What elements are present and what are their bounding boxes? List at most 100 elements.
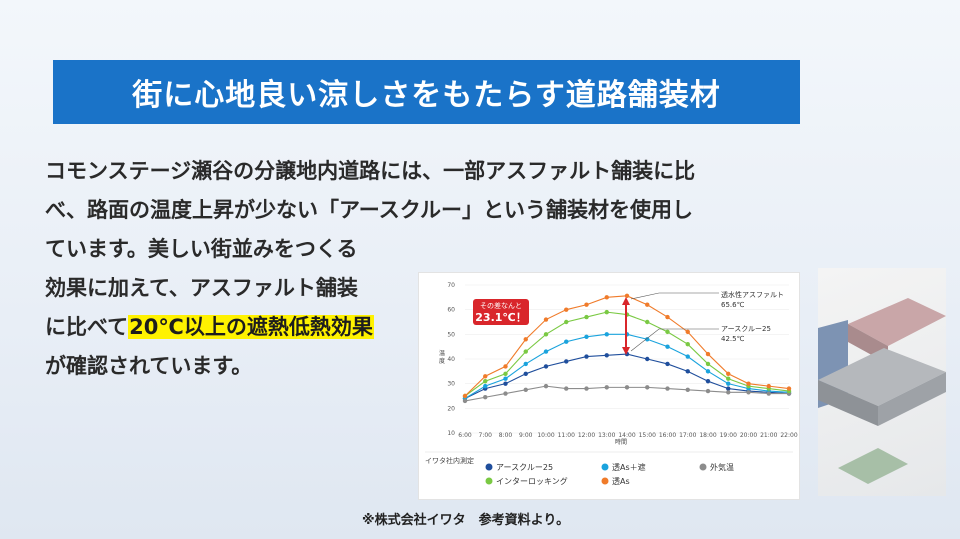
data-point (483, 395, 488, 400)
y-tick-label: 60 (447, 307, 455, 314)
description-line-1: コモンステージ瀬谷の分譲地内道路には、一部アスファルト舗装に比 (45, 159, 696, 183)
y-tick-label: 50 (447, 331, 455, 338)
description-line-4: 効果に加えて、アスファルト舗装 (45, 276, 358, 300)
legend-label: 外気温 (710, 462, 734, 472)
data-point (645, 385, 650, 390)
legend-swatch (699, 463, 707, 471)
data-point (645, 319, 650, 325)
paving-tiles-photo (818, 268, 946, 496)
ylabel: 温度 (439, 349, 445, 365)
legend-swatch (485, 463, 493, 471)
data-point (543, 317, 549, 322)
y-tick-label: 40 (447, 356, 455, 363)
data-point (564, 339, 569, 344)
temperature-chart: 10 20 30 40 50 60 70 6:00 7:00 8:00 9:00 10:00 11:00… (418, 272, 800, 500)
legend-label: インターロッキング (496, 476, 568, 486)
data-point (766, 391, 771, 396)
tile-pink-top (848, 298, 946, 346)
x-tick-label: 16:00 (659, 432, 676, 439)
data-point (645, 337, 650, 342)
highlight-text: 20℃以上の遮熱低熱効果 (128, 315, 374, 339)
legend-label: 透As＋遮 (612, 462, 646, 472)
x-tick-label: 22:00 (780, 432, 797, 439)
x-tick-label: 6:00 (458, 432, 472, 439)
data-point (624, 293, 630, 299)
x-tick-label: 8:00 (499, 432, 513, 439)
data-point (685, 369, 690, 374)
data-point (685, 354, 690, 359)
difference-callout-box (473, 299, 529, 325)
data-point (766, 383, 771, 389)
source-note: ※株式会社イワタ 参考資料より。 (362, 513, 570, 528)
y-tick-label: 30 (447, 381, 455, 388)
leader-line-permeable (630, 292, 719, 300)
data-point (604, 309, 609, 315)
data-point (503, 381, 508, 386)
y-tick-label: 20 (447, 405, 455, 412)
legend-swatch (601, 463, 609, 471)
data-point (705, 361, 711, 367)
annotation-earthcrew-name: アースクルー25 (721, 325, 771, 333)
data-point (705, 379, 711, 384)
legend-swatch (601, 477, 609, 485)
data-point (604, 385, 609, 390)
tile-gray-side (878, 372, 946, 426)
legend-label: アースクルー25 (496, 463, 553, 472)
chart-svg: 10 20 30 40 50 60 70 6:00 7:00 8:00 9:00 10:00 11:00… (425, 282, 798, 486)
data-point (523, 349, 528, 354)
legend-label: 透As (612, 477, 630, 486)
data-point (705, 388, 711, 394)
description-line-6: が確認されています。 (45, 354, 253, 378)
tile-gray-front (818, 380, 878, 426)
tile-green-bottom (838, 448, 908, 484)
description-text: コモンステージ瀬谷の分譲地内道路には、一部アスファルト舗装に比 べ、路面の温度上… (45, 152, 805, 386)
data-point (584, 302, 589, 307)
data-point (483, 383, 488, 389)
data-point (665, 386, 670, 391)
x-tick-label: 11:00 (558, 432, 575, 439)
data-point (523, 361, 528, 367)
data-point (543, 383, 549, 389)
x-tick-label: 15:00 (639, 432, 656, 439)
description-line-2: べ、路面の温度上昇が少ない「アースクルー」という舗装材を使用し (45, 198, 694, 222)
data-point (685, 387, 690, 393)
data-point (726, 381, 731, 386)
data-point (604, 332, 609, 337)
x-tick-label: 14:00 (618, 432, 635, 439)
annotation-permeable-name: 透水性アスファルト (721, 290, 784, 299)
y-tick-label: 10 (447, 430, 455, 437)
data-point (584, 386, 589, 391)
x-tick-label: 7:00 (479, 432, 493, 439)
data-point (645, 302, 650, 307)
x-tick-label: 20:00 (740, 432, 757, 439)
x-tick-label: 13:00 (598, 432, 615, 439)
data-point (705, 369, 711, 374)
paving-tiles-illustration (818, 298, 946, 484)
x-tick-label: 18:00 (699, 432, 716, 439)
data-point (786, 386, 792, 391)
y-tick-label: 70 (447, 282, 455, 289)
data-point (543, 332, 549, 337)
data-point (584, 334, 589, 339)
data-point (564, 386, 569, 391)
data-point (503, 376, 508, 381)
data-point (564, 307, 569, 312)
xlabel: 時間 (615, 438, 627, 446)
data-point (665, 329, 670, 335)
data-point (543, 349, 549, 354)
x-tick-label: 17:00 (679, 432, 696, 439)
data-point (523, 337, 528, 342)
data-point (604, 353, 609, 358)
description-line-3: ています。美しい街並みをつくる (45, 237, 358, 261)
data-point (665, 361, 670, 367)
data-point (726, 386, 731, 391)
data-point (564, 359, 569, 364)
data-point (503, 364, 508, 369)
x-tick-label: 21:00 (760, 432, 777, 439)
description-line-5: に比べて20℃以上の遮熱低熱効果 (45, 308, 805, 347)
data-point (685, 329, 690, 335)
data-point (624, 385, 630, 390)
data-point (503, 391, 508, 396)
x-tick-label: 19:00 (720, 432, 737, 439)
page-title: 街に心地良い涼しさをもたらす道路舗装材 (53, 60, 800, 124)
